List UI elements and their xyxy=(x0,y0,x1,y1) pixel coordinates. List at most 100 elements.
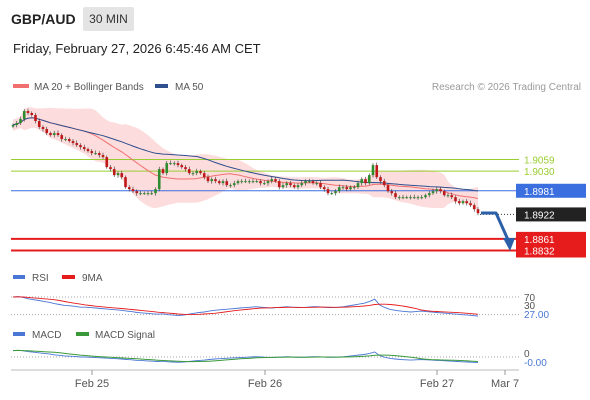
rsi-label-current: 27.00 xyxy=(524,310,549,321)
level-label-1.8922: 1.8922 xyxy=(524,210,555,221)
candle xyxy=(367,173,371,185)
candle xyxy=(364,176,367,186)
rsi-label-70: 70 xyxy=(524,293,536,304)
candle xyxy=(424,193,427,199)
candle-body xyxy=(315,183,319,185)
candle xyxy=(457,198,461,206)
candle xyxy=(311,179,315,185)
candle-body xyxy=(236,181,240,184)
candle xyxy=(180,163,184,169)
candle-body xyxy=(86,149,90,152)
candle-body xyxy=(356,183,360,188)
level-label-1.9030: 1.9030 xyxy=(524,167,555,178)
candle xyxy=(75,140,79,147)
macd-label-current: -0.00 xyxy=(524,358,547,369)
chart-datetime: Friday, February 27, 2026 6:45:46 AM CET xyxy=(13,41,261,56)
candle xyxy=(165,161,169,176)
candle xyxy=(435,187,439,194)
candle-body xyxy=(360,179,364,184)
candle-body xyxy=(240,181,244,183)
candle-body xyxy=(94,153,97,155)
time-axis: Feb 25 Feb 26 Feb 27 Mar 7 xyxy=(75,370,519,390)
candle-body xyxy=(435,189,439,192)
candle xyxy=(45,126,49,136)
candle-body xyxy=(469,203,472,206)
candle xyxy=(15,120,19,128)
timeframe-badge[interactable]: 30 MIN xyxy=(83,7,134,31)
macd-legend-label: MACD xyxy=(32,330,61,341)
candle xyxy=(22,109,26,122)
candle xyxy=(225,178,229,188)
candle xyxy=(326,186,330,196)
candle-body xyxy=(124,177,127,188)
candle-body xyxy=(334,191,337,194)
candle xyxy=(307,178,311,184)
axis-tick-label: Feb 26 xyxy=(248,378,282,390)
candle xyxy=(386,183,390,193)
candle-body xyxy=(105,157,109,168)
candle-body xyxy=(405,197,409,199)
candle-body xyxy=(11,125,15,127)
candle xyxy=(146,191,150,196)
rsi-label-30: 30 xyxy=(524,301,536,312)
candle-body xyxy=(461,201,465,204)
level-label-1.8981: 1.8981 xyxy=(524,187,555,198)
candle-body xyxy=(472,205,476,210)
candle xyxy=(101,152,105,160)
axis-tick-label: Feb 25 xyxy=(75,378,109,390)
candle xyxy=(86,147,90,153)
candle xyxy=(229,183,232,188)
candle xyxy=(416,195,420,200)
candle xyxy=(356,180,360,190)
candle-body xyxy=(154,189,157,194)
candle xyxy=(292,183,296,189)
candle xyxy=(382,178,386,188)
macd-label-zero: 0 xyxy=(524,349,530,360)
signal-legend-swatch xyxy=(76,332,89,336)
candle-body xyxy=(244,181,247,183)
candle-body xyxy=(30,113,34,116)
candle-body xyxy=(341,187,345,189)
candle-body xyxy=(371,165,375,176)
axis-tick-label: Mar 7 xyxy=(491,378,519,390)
candle xyxy=(41,125,45,132)
candle xyxy=(394,190,397,200)
candle xyxy=(300,180,304,188)
candle xyxy=(56,130,60,137)
candle xyxy=(390,189,394,196)
candle-body xyxy=(457,201,461,204)
candle xyxy=(360,177,364,186)
candle xyxy=(341,185,345,190)
candle xyxy=(266,179,270,186)
candle xyxy=(330,191,334,195)
candle-body xyxy=(229,185,232,187)
candle-body xyxy=(412,197,416,199)
level-label-1.8861: 1.8861 xyxy=(524,235,555,246)
candle-body xyxy=(139,193,142,195)
candle xyxy=(255,179,259,183)
candle xyxy=(206,174,210,183)
candle-body xyxy=(176,163,180,166)
candle xyxy=(131,186,135,194)
candle-body xyxy=(390,191,394,194)
candle-body xyxy=(319,183,322,188)
candle-body xyxy=(60,135,64,140)
candle-body xyxy=(386,185,390,192)
candle-body xyxy=(64,139,67,141)
candle-body xyxy=(337,187,341,192)
level-tag-1.8922 xyxy=(516,207,586,222)
candle-body xyxy=(262,183,266,185)
candle xyxy=(217,179,221,185)
candle-body xyxy=(285,183,289,186)
candle xyxy=(319,180,322,190)
ma50-line xyxy=(12,117,479,192)
candle-body xyxy=(41,127,45,130)
candle-body xyxy=(195,171,199,174)
candle-body xyxy=(206,177,210,182)
candle xyxy=(472,203,476,212)
candle xyxy=(49,131,52,137)
candle-body xyxy=(217,181,221,184)
rsi-legend-swatch xyxy=(13,275,25,279)
candle-body xyxy=(289,183,292,186)
candle-body xyxy=(214,179,217,182)
